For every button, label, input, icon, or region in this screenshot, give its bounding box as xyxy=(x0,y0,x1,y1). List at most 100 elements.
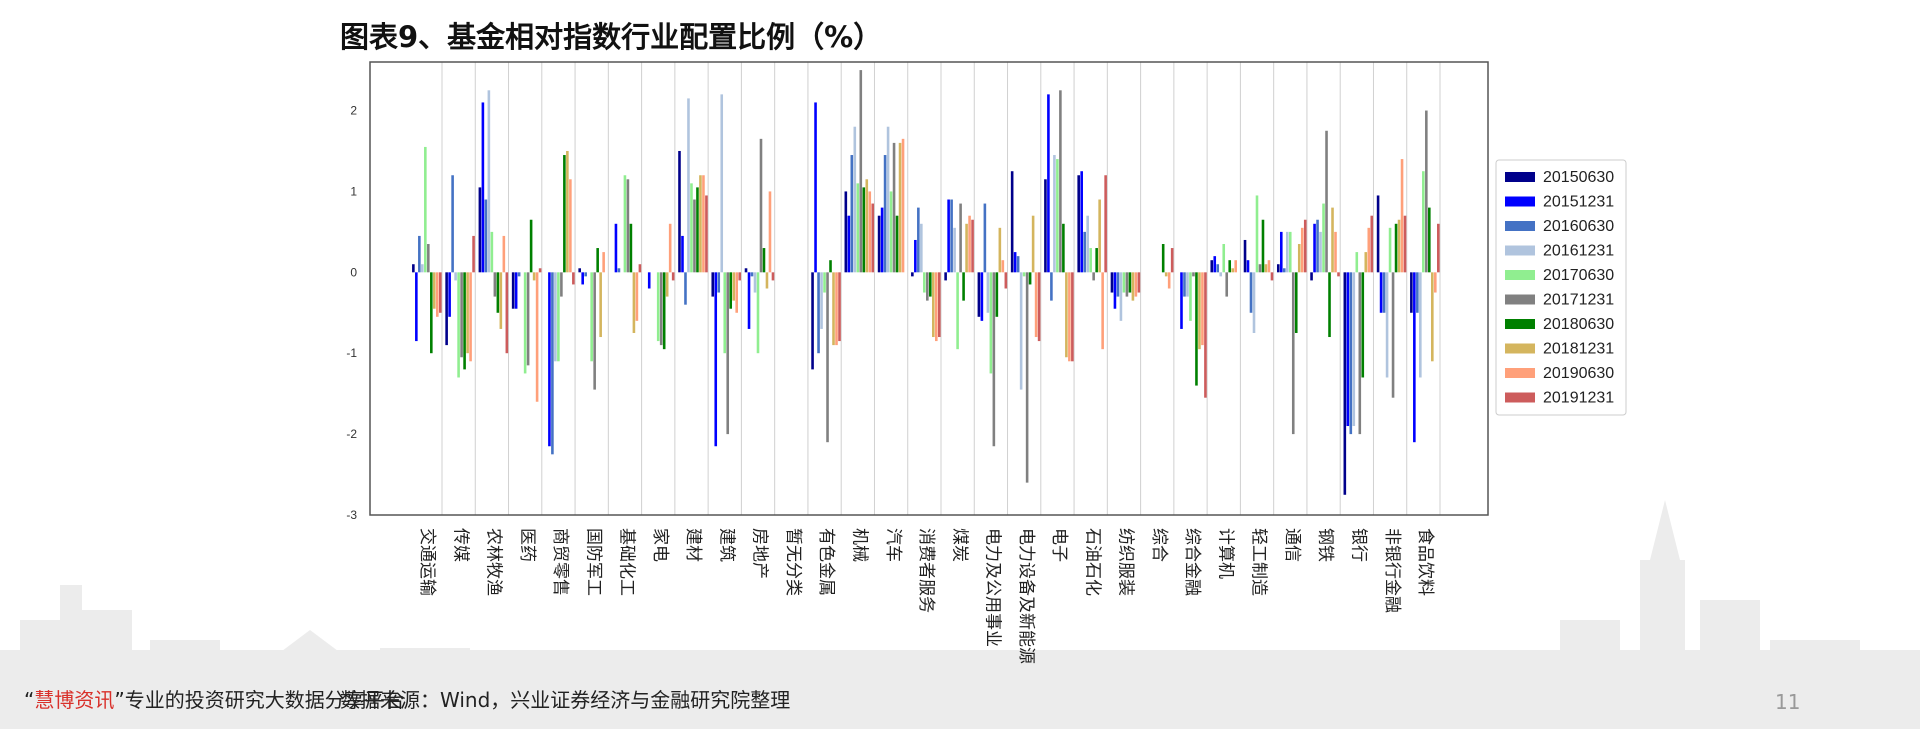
bar-20151231-商贸零售 xyxy=(548,272,551,447)
bar-20180630-纺织服装 xyxy=(1128,272,1132,293)
legend-label: 20161231 xyxy=(1543,243,1614,260)
category-label: 房地产 xyxy=(750,528,770,579)
bar-20151231-综合金融 xyxy=(1180,272,1183,329)
bar-20170630-国防军工 xyxy=(590,272,593,362)
bar-20161231-轻工制造 xyxy=(1252,272,1256,333)
bar-20161231-综合金融 xyxy=(1186,272,1189,297)
bar-20150630-电力及公用事业 xyxy=(977,272,981,317)
legend-swatch-20191231 xyxy=(1505,392,1535,403)
bar-20190630-医药 xyxy=(535,272,539,402)
bar-20170630-家电 xyxy=(656,272,660,342)
bar-20170630-轻工制造 xyxy=(1255,195,1259,273)
bar-20171231-国防军工 xyxy=(593,272,596,390)
bar-20180630-食品饮料 xyxy=(1428,207,1431,273)
bar-20181231-银行 xyxy=(1364,252,1368,273)
bar-20191231-食品饮料 xyxy=(1437,223,1440,273)
bar-20190630-电力及公用事业 xyxy=(1001,260,1005,273)
bar-20171231-综合金融 xyxy=(1192,272,1195,277)
bar-20180630-消费者服务 xyxy=(929,272,932,297)
category-label: 钢铁 xyxy=(1315,528,1335,562)
plot-frame xyxy=(369,61,1489,516)
bar-20171231-房地产 xyxy=(759,138,763,273)
bar-20150630-建筑 xyxy=(711,272,715,297)
category-label: 计算机 xyxy=(1215,528,1235,579)
bar-20191231-建筑 xyxy=(738,272,741,281)
bar-20151231-纺织服装 xyxy=(1113,272,1117,309)
bar-20170630-商贸零售 xyxy=(557,272,560,362)
bar-20151231-建材 xyxy=(681,235,684,273)
bar-20190630-基础化工 xyxy=(635,272,639,321)
bar-20150630-石油石化 xyxy=(1077,175,1080,273)
bar-20180630-房地产 xyxy=(762,248,766,273)
bar-20170630-煤炭 xyxy=(956,272,959,350)
bar-20181231-非银行金融 xyxy=(1397,219,1401,273)
bar-20181231-房地产 xyxy=(765,272,769,289)
bar-20180630-商贸零售 xyxy=(563,155,566,273)
bar-20190630-消费者服务 xyxy=(935,272,938,342)
category-label: 石油石化 xyxy=(1082,528,1102,596)
bar-20181231-电子 xyxy=(1065,272,1068,358)
legend-label: 20150630 xyxy=(1543,169,1614,186)
bar-20160630-计算机 xyxy=(1216,264,1220,273)
bar-20190630-农林牧渔 xyxy=(502,235,506,273)
bar-20150630-电力设备及新能源 xyxy=(1010,171,1014,273)
bar-20150630-食品饮料 xyxy=(1410,272,1413,313)
bar-20151231-电力及公用事业 xyxy=(980,272,984,321)
bar-20171231-银行 xyxy=(1358,272,1362,435)
bar-20160630-商贸零售 xyxy=(551,272,554,455)
quote-close: ” xyxy=(114,688,125,712)
bar-20180630-农林牧渔 xyxy=(496,272,500,313)
legend-swatch-20190630 xyxy=(1505,368,1535,378)
bar-20171231-通信 xyxy=(1291,272,1295,435)
bar-20160630-电力设备及新能源 xyxy=(1016,256,1020,273)
bar-20180630-建材 xyxy=(696,187,699,273)
footer-brand: “慧博资讯”专业的投资研究大数据分享平台 xyxy=(24,684,405,713)
bar-20151231-煤炭 xyxy=(947,199,950,273)
bar-20191231-传媒 xyxy=(472,235,475,273)
bar-20161231-煤炭 xyxy=(953,227,956,273)
category-label: 暂无分类 xyxy=(783,528,803,596)
bar-20190630-建材 xyxy=(702,175,705,273)
bar-20170630-银行 xyxy=(1355,252,1359,273)
legend-swatch-20181231 xyxy=(1505,343,1535,354)
chart-title: 图表9、基金相对指数行业配置比例（%） xyxy=(340,20,883,54)
bar-20150630-医药 xyxy=(511,272,515,309)
bar-20191231-建材 xyxy=(705,195,708,273)
category-label: 家电 xyxy=(650,528,670,562)
bar-20171231-电力及公用事业 xyxy=(992,272,996,447)
bar-20161231-石油石化 xyxy=(1086,215,1089,273)
bar-20161231-电力及公用事业 xyxy=(986,272,990,313)
bar-20181231-综合 xyxy=(1164,272,1168,277)
bar-20160630-基础化工 xyxy=(617,268,621,273)
bar-20150630-纺织服装 xyxy=(1110,272,1114,293)
bar-20171231-钢铁 xyxy=(1325,130,1328,273)
category-label: 食品饮料 xyxy=(1415,528,1435,596)
category-label: 消费者服务 xyxy=(916,528,936,613)
bar-20181231-石油石化 xyxy=(1098,199,1101,273)
legend-swatch-20180630 xyxy=(1505,319,1535,329)
bar-20191231-电力及公用事业 xyxy=(1004,272,1008,289)
bar-20161231-建筑 xyxy=(720,94,724,273)
bar-20191231-通信 xyxy=(1303,219,1307,273)
bar-20151231-基础化工 xyxy=(614,223,618,273)
bar-20150630-银行 xyxy=(1343,272,1347,495)
quote-open: “ xyxy=(24,688,35,712)
bar-20170630-计算机 xyxy=(1222,244,1226,273)
bar-20190630-建筑 xyxy=(735,272,738,313)
bar-20151231-有色金属 xyxy=(814,102,817,273)
bar-20171231-建筑 xyxy=(726,272,730,435)
bar-20191231-银行 xyxy=(1370,215,1374,273)
bar-20150630-轻工制造 xyxy=(1243,239,1247,273)
bar-20171231-计算机 xyxy=(1225,272,1229,297)
bar-20181231-纺织服装 xyxy=(1131,272,1135,301)
bar-20190630-机械 xyxy=(868,191,872,273)
bar-20170630-纺织服装 xyxy=(1122,272,1126,293)
bar-20191231-医药 xyxy=(538,268,542,273)
category-label: 非银行金融 xyxy=(1382,528,1402,613)
bar-20160630-非银行金融 xyxy=(1382,272,1386,313)
bar-20180630-交通运输 xyxy=(430,272,433,354)
bar-20191231-电力设备及新能源 xyxy=(1037,272,1041,342)
bar-20191231-综合金融 xyxy=(1204,272,1207,398)
bar-20161231-纺织服装 xyxy=(1119,272,1123,321)
bar-20150630-国防军工 xyxy=(578,268,581,273)
